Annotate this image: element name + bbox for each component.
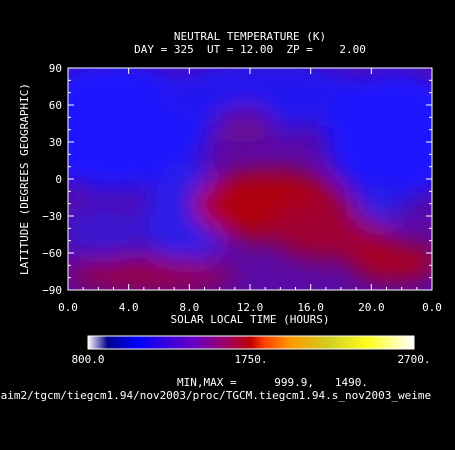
y-axis-label: LATITUDE (DEGREES GEOGRAPHIC) (18, 83, 31, 275)
chart-subtitle: DAY = 325 UT = 12.00 ZP = 2.00 (134, 43, 366, 56)
heatmap-region-7 (350, 242, 432, 282)
y-tick-label: 0 (55, 173, 62, 186)
footer-file-path: /aim2/tgcm/tiegcm1.94/nov2003/proc/TGCM.… (0, 389, 431, 402)
heatmap-region-10 (355, 185, 405, 225)
heatmap-field (68, 68, 432, 290)
colorbar-max-label: 2700. (397, 353, 430, 366)
x-tick-label: 12.0 (237, 301, 264, 314)
x-tick-label: 0.0 (422, 301, 442, 314)
chart-title: NEUTRAL TEMPERATURE (K) (174, 30, 326, 43)
y-tick-label: 60 (49, 99, 62, 112)
colorbar-min-label: 800.0 (71, 353, 104, 366)
max-value: 1490. (335, 376, 368, 389)
x-tick-label: 16.0 (297, 301, 324, 314)
heatmap-region-9 (217, 107, 273, 143)
x-axis: 0.0 4.0 8.0 12.0 16.0 20.0 0.0 (58, 68, 442, 314)
x-tick-label: 0.0 (58, 301, 78, 314)
colorbar (87, 335, 415, 350)
x-tick-label: 20.0 (358, 301, 385, 314)
y-axis: 90 60 30 0 −30 −60 −90 (42, 62, 432, 297)
heatmap-region-1 (155, 68, 375, 130)
x-axis-label: SOLAR LOCAL TIME (HOURS) (171, 313, 330, 326)
min-value: 999.9, (274, 376, 314, 389)
heatmap-blobs (68, 68, 432, 290)
heatmap-region-2 (325, 70, 432, 200)
x-tick-label: 8.0 (179, 301, 199, 314)
x-tick-label: 4.0 (119, 301, 139, 314)
colorbar-mid-label: 1750. (234, 353, 267, 366)
y-tick-label: −30 (42, 210, 62, 223)
y-tick-label: −90 (42, 284, 62, 297)
minmax-label: MIN,MAX = (177, 376, 237, 389)
heatmap-region-4 (68, 205, 150, 255)
y-tick-label: −60 (42, 247, 62, 260)
heatmap-region-8 (68, 259, 235, 290)
y-tick-label: 90 (49, 62, 62, 75)
y-tick-label: 30 (49, 136, 62, 149)
